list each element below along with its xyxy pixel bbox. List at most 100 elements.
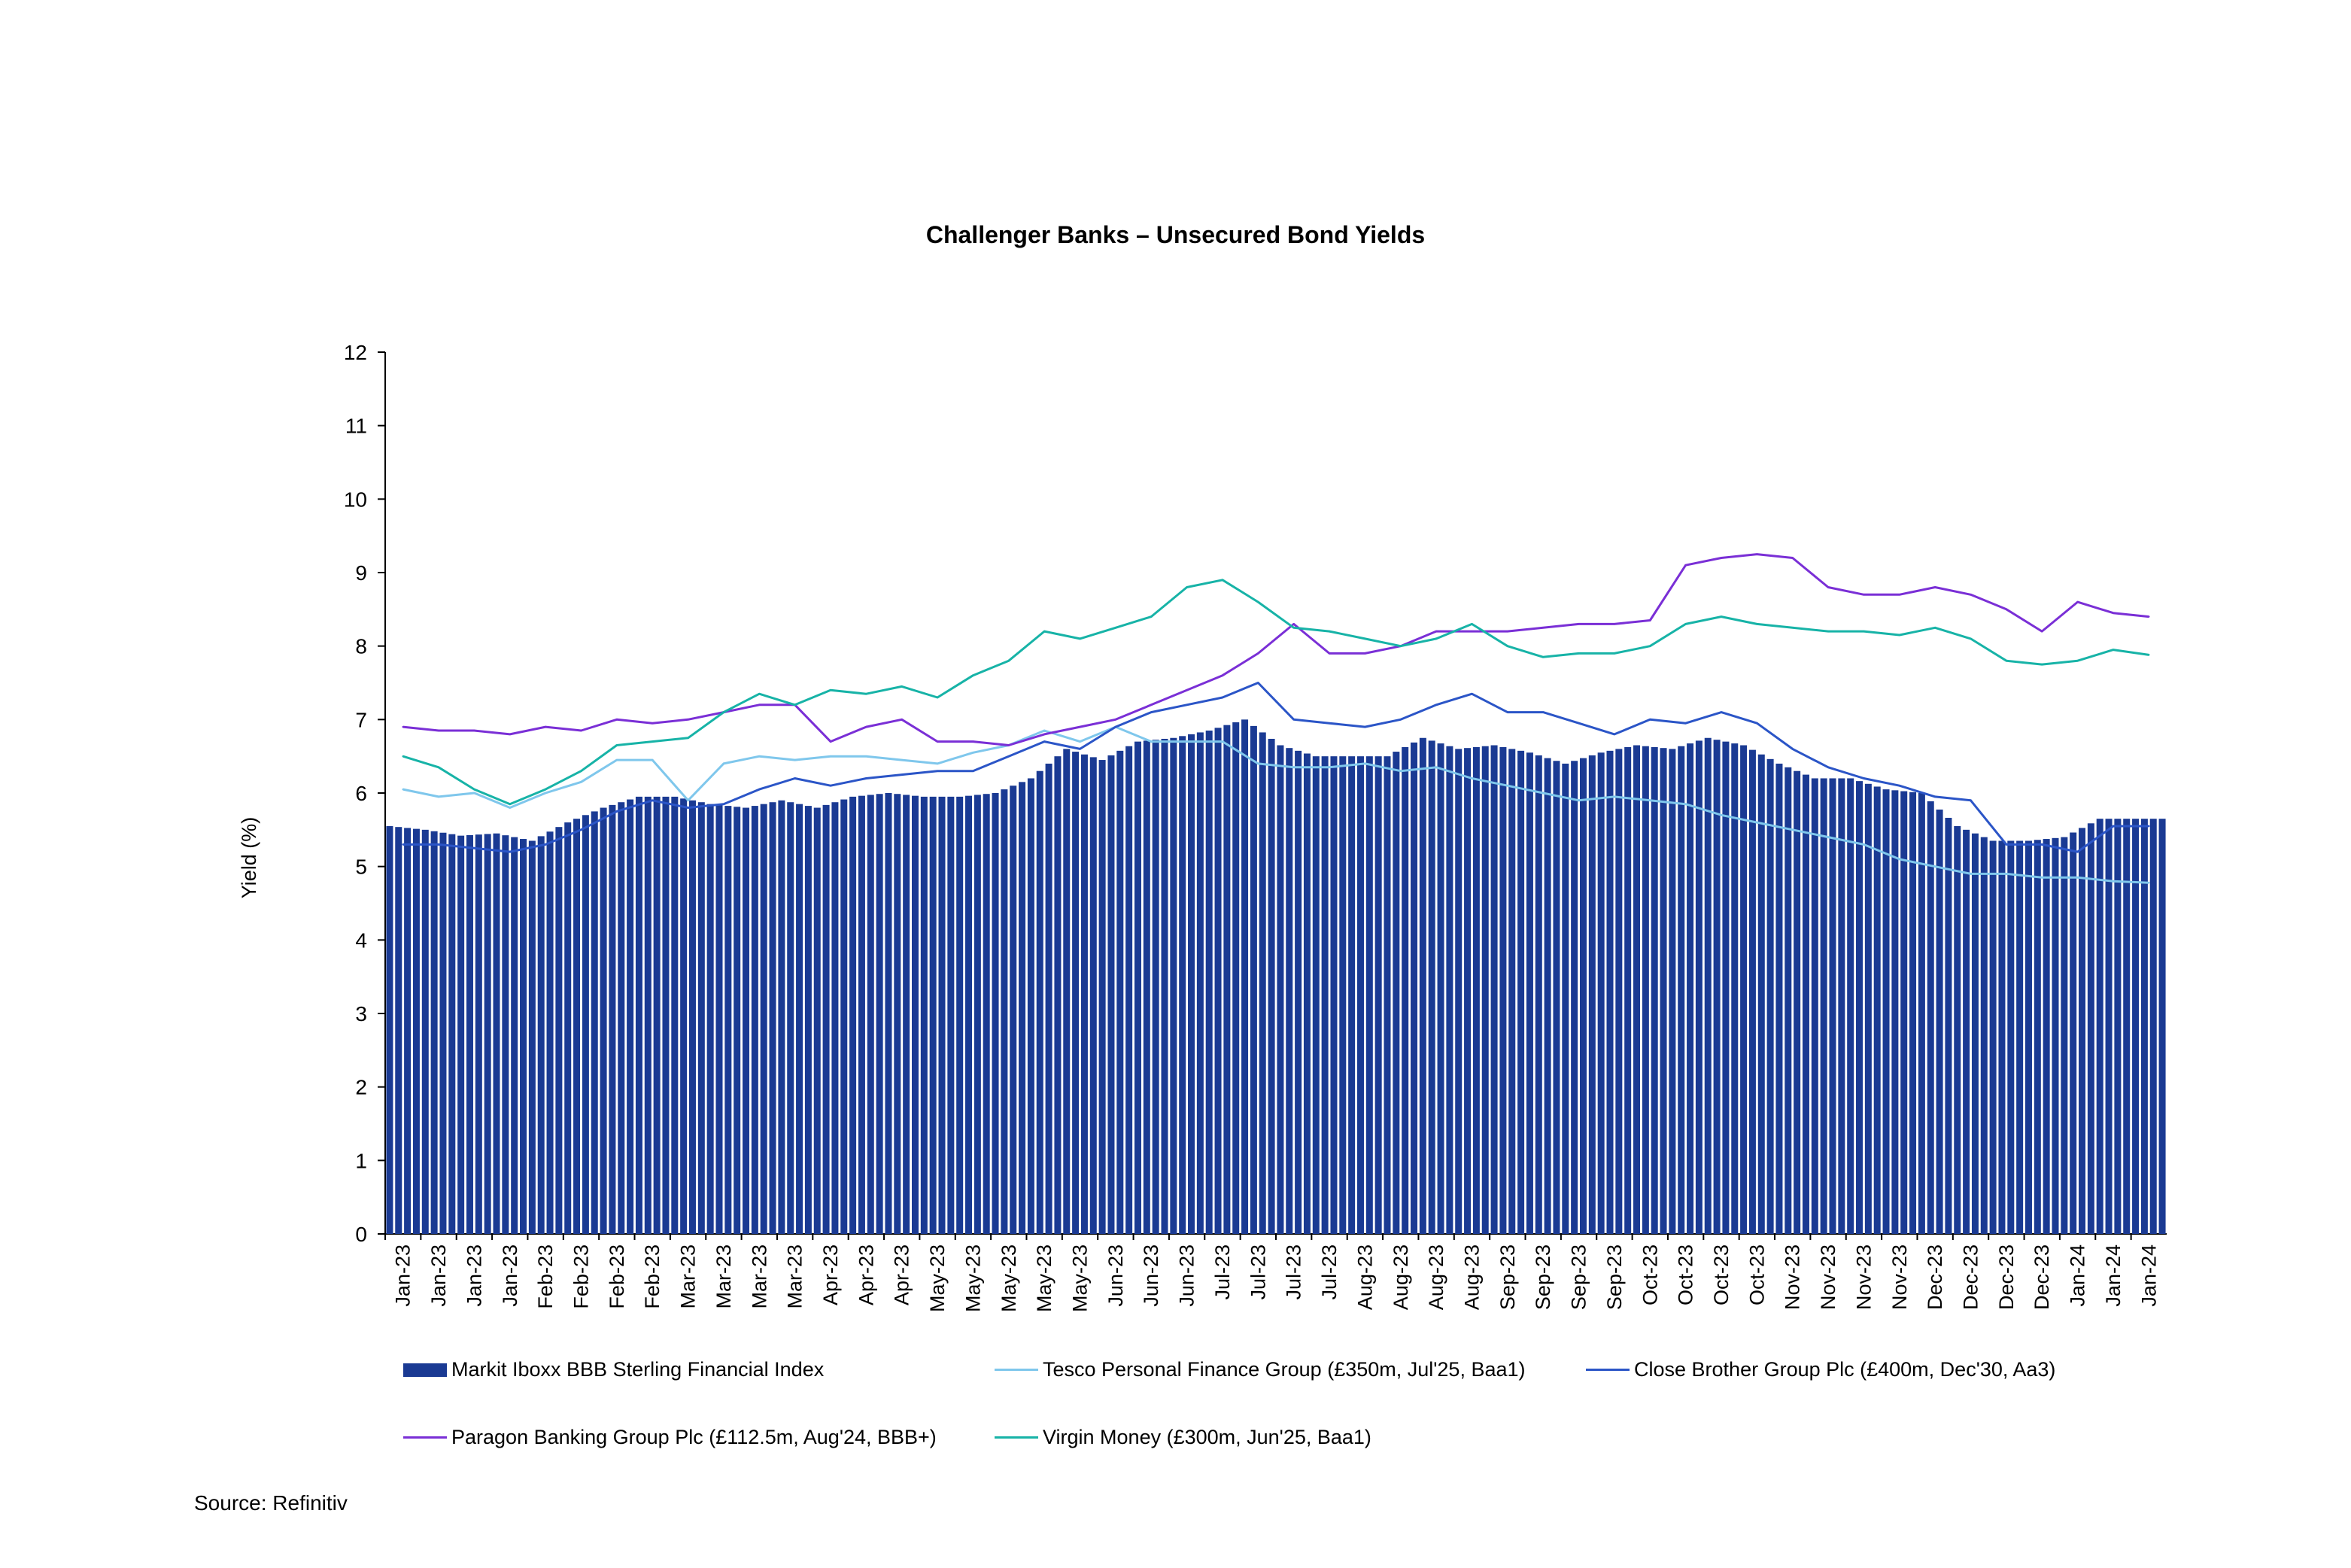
line-point-0-36 — [1684, 803, 1687, 805]
line-point-3-18 — [1043, 630, 1046, 633]
bar-21-1 — [1143, 740, 1150, 1234]
line-point-0-19 — [1079, 740, 1081, 743]
line-point-1-20 — [1114, 725, 1117, 728]
y-tick-label: 9 — [355, 561, 367, 585]
x-tick-label: Dec-23 — [1995, 1244, 2018, 1310]
line-point-3-40 — [1827, 630, 1830, 633]
line-point-3-20 — [1114, 627, 1117, 629]
line-point-3-29 — [1435, 637, 1438, 640]
bar-18-1 — [1036, 770, 1043, 1234]
bar-37-0 — [1704, 737, 1712, 1234]
bar-34-3 — [1624, 746, 1632, 1234]
bar-13-0 — [849, 796, 857, 1234]
line-point-0-6 — [615, 758, 618, 761]
line-point-1-19 — [1079, 748, 1081, 750]
bar-33-0 — [1562, 763, 1569, 1234]
legend-label-paragon: Paragon Banking Group Plc (£112.5m, Aug'… — [451, 1426, 937, 1448]
line-point-3-13 — [865, 692, 867, 695]
line-point-2-32 — [1542, 627, 1545, 629]
bar-20-1 — [1107, 755, 1115, 1234]
line-point-2-20 — [1114, 719, 1117, 721]
bar-32-1 — [1535, 755, 1542, 1234]
bar-43-0 — [1918, 793, 1925, 1234]
line-point-3-47 — [2076, 660, 2079, 662]
bar-28-3 — [1411, 742, 1418, 1234]
bar-16-3 — [983, 794, 990, 1234]
bar-49-2 — [2149, 819, 2157, 1234]
x-tick-label: Dec-23 — [1924, 1244, 1946, 1310]
line-point-0-47 — [2076, 877, 2079, 879]
line-point-0-15 — [936, 762, 939, 765]
line-point-0-10 — [758, 755, 761, 758]
x-tick-label: Sep-23 — [1603, 1244, 1626, 1310]
line-point-1-10 — [758, 788, 761, 791]
y-tick-label: 6 — [355, 782, 367, 805]
x-tick-label: Oct-23 — [1710, 1244, 1733, 1305]
line-point-2-3 — [509, 733, 511, 736]
line-point-2-7 — [652, 722, 654, 725]
line-point-1-14 — [901, 773, 903, 776]
line-point-1-9 — [722, 803, 725, 805]
bar-30-2 — [1472, 746, 1480, 1234]
bar-21-3 — [1161, 738, 1168, 1234]
line-point-3-45 — [2005, 660, 2008, 662]
x-tick-label: Sep-23 — [1568, 1244, 1590, 1310]
legend-item-virgin: Virgin Money (£300m, Jun'25, Baa1) — [995, 1426, 1371, 1449]
bar-17-2 — [1010, 786, 1017, 1234]
bar-14-0 — [885, 793, 892, 1234]
bar-13-1 — [858, 795, 865, 1234]
line-point-0-44 — [1970, 873, 1972, 875]
bar-12-2 — [831, 802, 839, 1234]
bar-20-3 — [1125, 746, 1133, 1234]
line-point-0-13 — [865, 755, 867, 758]
line-point-0-16 — [972, 752, 974, 754]
bar-5-3 — [591, 811, 598, 1234]
bar-29-2 — [1437, 743, 1444, 1234]
line-point-2-1 — [437, 729, 440, 732]
bar-29-3 — [1446, 746, 1453, 1234]
x-tick-label: Jan-24 — [2102, 1244, 2125, 1307]
bar-25-1 — [1286, 748, 1293, 1234]
legend-swatch-tesco — [995, 1369, 1038, 1371]
line-point-3-7 — [652, 740, 654, 743]
line-point-3-16 — [972, 674, 974, 676]
x-tick-label: Apr-23 — [855, 1244, 877, 1305]
line-point-2-6 — [615, 719, 618, 721]
bar-series — [386, 719, 2166, 1234]
bar-35-0 — [1633, 745, 1641, 1234]
y-axis-label: Yield (%) — [238, 817, 260, 899]
bar-1-0 — [421, 829, 429, 1234]
bar-10-0 — [743, 807, 750, 1234]
line-point-3-4 — [544, 788, 547, 791]
x-tick-label: Jul-23 — [1211, 1244, 1234, 1300]
x-tick-label: Oct-23 — [1675, 1244, 1697, 1305]
line-point-3-46 — [2041, 663, 2043, 666]
x-tick-label: Jun-23 — [1176, 1244, 1198, 1307]
line-point-1-38 — [1756, 722, 1758, 725]
line-point-1-5 — [580, 828, 582, 831]
line-point-3-11 — [794, 703, 796, 706]
x-tick-label: Jun-23 — [1140, 1244, 1162, 1307]
bar-28-2 — [1402, 746, 1409, 1234]
x-tick-label: Oct-23 — [1639, 1244, 1661, 1305]
line-point-1-21 — [1150, 711, 1153, 713]
line-point-0-22 — [1186, 740, 1188, 743]
bar-4-1 — [537, 836, 545, 1234]
x-tick-label: May-23 — [961, 1244, 984, 1312]
bar-7-3 — [662, 796, 670, 1234]
legend-swatch-virgin — [995, 1436, 1038, 1439]
bar-40-1 — [1820, 778, 1827, 1234]
bar-4-0 — [528, 840, 536, 1234]
line-point-1-0 — [402, 843, 404, 846]
bar-20-0 — [1098, 760, 1106, 1234]
bar-6-0 — [600, 807, 607, 1234]
bar-9-0 — [706, 804, 714, 1234]
bar-23-2 — [1223, 725, 1231, 1234]
line-point-0-9 — [722, 762, 725, 765]
line-point-2-35 — [1649, 619, 1651, 621]
line-point-3-31 — [1506, 645, 1509, 647]
line-point-3-21 — [1150, 615, 1153, 618]
bar-46-2 — [2043, 839, 2050, 1234]
line-point-2-40 — [1827, 586, 1830, 588]
bar-22-2 — [1188, 734, 1195, 1234]
